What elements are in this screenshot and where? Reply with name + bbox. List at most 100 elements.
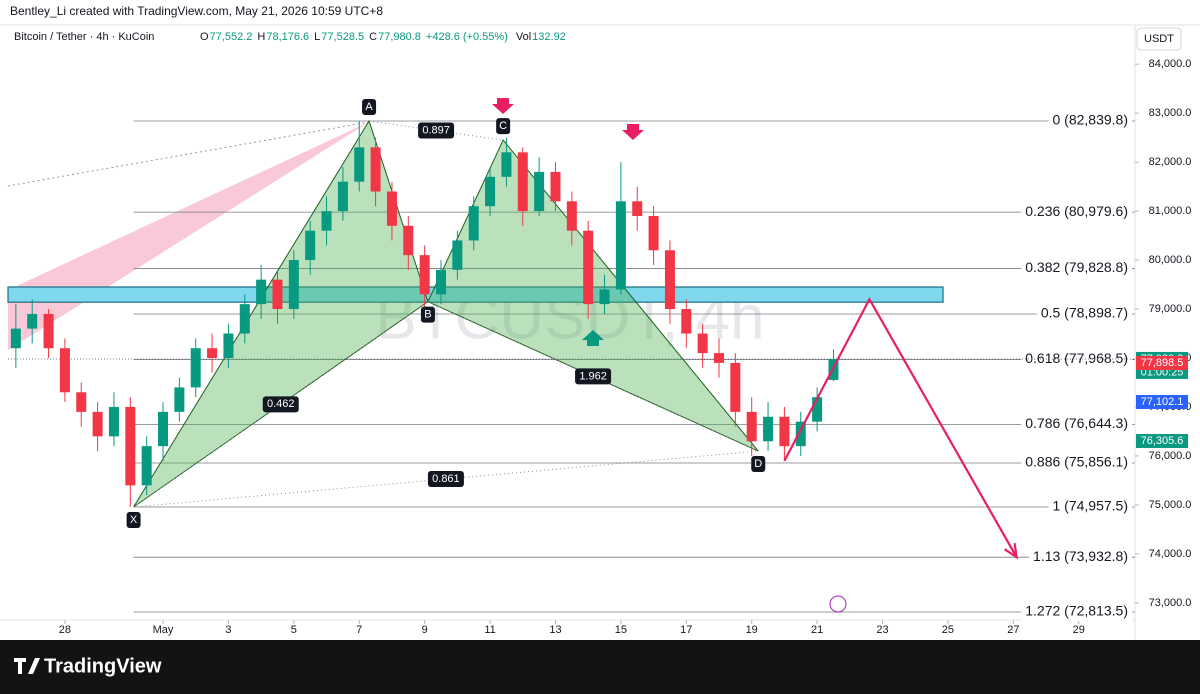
x-tick-label: 29 bbox=[1073, 624, 1085, 636]
ratio-box bbox=[262, 396, 299, 413]
candle-body bbox=[76, 392, 87, 412]
fib-label: 1.272 (72,813.5) bbox=[1025, 603, 1128, 619]
candle-body bbox=[337, 181, 348, 212]
candle-body bbox=[207, 348, 218, 359]
candle-body bbox=[746, 411, 757, 442]
fib-label: 0.886 (75,856.1) bbox=[1025, 454, 1128, 470]
x-tick-label: 23 bbox=[876, 624, 888, 636]
candle-body bbox=[730, 362, 741, 412]
arrow-up bbox=[582, 330, 604, 346]
candle-body bbox=[403, 225, 414, 256]
symbol: Bitcoin / Tether · 4h · KuCoin bbox=[14, 31, 154, 43]
y-tick-label: 80,000.0 bbox=[1149, 254, 1192, 266]
arrow-down bbox=[492, 98, 514, 114]
candle-body bbox=[125, 406, 136, 486]
candle-body bbox=[583, 230, 594, 305]
candle-body bbox=[664, 250, 675, 310]
ratio-label: 1.962 bbox=[579, 370, 607, 382]
fib-label: 0.618 (77,968.5) bbox=[1025, 350, 1128, 366]
price-badge-label: 76,305.6 bbox=[1141, 435, 1184, 447]
ohlc-value: 77,552.2 bbox=[210, 31, 253, 43]
trend-dotted bbox=[7, 121, 370, 187]
x-tick-label: 27 bbox=[1007, 624, 1019, 636]
ohlc-key: O bbox=[200, 31, 209, 43]
candle-body bbox=[10, 328, 21, 349]
candle-body bbox=[697, 333, 708, 354]
candle-body bbox=[386, 191, 397, 226]
candle-body bbox=[468, 206, 479, 241]
ratio-label: 0.861 bbox=[432, 473, 460, 485]
fib-label-bg bbox=[1036, 304, 1132, 323]
candle-body bbox=[615, 201, 626, 290]
point-label: X bbox=[130, 514, 138, 526]
fib-label-bg bbox=[1029, 548, 1132, 567]
candle-body bbox=[256, 279, 267, 305]
candle-body bbox=[223, 333, 234, 359]
fib-label: 0.5 (78,898.7) bbox=[1041, 305, 1128, 321]
candle-body bbox=[713, 353, 724, 363]
ratio-line bbox=[427, 301, 759, 452]
x-tick-label: 3 bbox=[225, 624, 231, 636]
point-label: B bbox=[424, 309, 431, 321]
fib-label: 0.236 (80,979.6) bbox=[1025, 203, 1128, 219]
fib-label: 0.786 (76,644.3) bbox=[1025, 415, 1128, 431]
logo-mark bbox=[14, 658, 40, 674]
ohlc-value: 78,176.6 bbox=[266, 31, 309, 43]
y-tick-label: 81,000.0 bbox=[1149, 205, 1192, 217]
y-tick-label: 76,000.0 bbox=[1149, 450, 1192, 462]
candle-body bbox=[763, 416, 774, 442]
point-box bbox=[362, 98, 377, 115]
candle-body bbox=[648, 215, 659, 251]
candle-body bbox=[779, 416, 790, 447]
x-tick-label: 28 bbox=[59, 624, 71, 636]
candle-body bbox=[354, 147, 365, 182]
candle-body bbox=[305, 230, 316, 261]
ohlc-value: 77,528.5 bbox=[321, 31, 364, 43]
price-badge-label: 77,898.5 bbox=[1141, 357, 1184, 369]
candle-body bbox=[599, 289, 610, 305]
fib-label-bg bbox=[1048, 497, 1132, 516]
candle-body bbox=[108, 406, 119, 437]
candle-body bbox=[321, 211, 332, 231]
y-tick-label: 73,000.0 bbox=[1149, 597, 1192, 609]
candle-body bbox=[517, 152, 528, 212]
point-box bbox=[126, 511, 141, 528]
fib-label-bg bbox=[1021, 203, 1132, 222]
x-tick-label: 7 bbox=[356, 624, 362, 636]
ohlc-header: O 77,552.2 H 78,176.6 L 77,528.5 C 77,980.8 +428… bbox=[200, 31, 566, 43]
candle-body bbox=[681, 309, 692, 334]
fib-label: 1 (74,957.5) bbox=[1053, 498, 1129, 514]
candle-body bbox=[632, 201, 643, 216]
projection-arrowhead bbox=[1003, 543, 1019, 560]
x-tick-label: 15 bbox=[615, 624, 627, 636]
candle-body bbox=[534, 171, 545, 212]
x-tick-label: 9 bbox=[422, 624, 428, 636]
currency-button[interactable] bbox=[1136, 27, 1182, 51]
currency[interactable]: USDT bbox=[1144, 33, 1174, 45]
fib-label: 0 (82,839.8) bbox=[1053, 112, 1129, 128]
footer-brand: TradingView bbox=[44, 655, 162, 677]
candle-body bbox=[272, 279, 283, 310]
candle-body bbox=[190, 348, 201, 388]
x-tick-label: 13 bbox=[549, 624, 561, 636]
fib-label-bg bbox=[1021, 415, 1132, 434]
fib-label-bg bbox=[1048, 111, 1132, 130]
candle-body bbox=[501, 152, 512, 177]
ohlc-key: C bbox=[369, 31, 377, 43]
fib-label-bg bbox=[1021, 259, 1132, 278]
candle-body bbox=[92, 411, 103, 437]
candle-body bbox=[288, 260, 299, 310]
point-label: C bbox=[499, 120, 507, 132]
candle-body bbox=[43, 313, 54, 349]
candle-body bbox=[436, 269, 447, 295]
event-icon[interactable] bbox=[829, 595, 847, 613]
candle-body bbox=[419, 255, 430, 295]
candle-body bbox=[452, 240, 463, 270]
point-label: D bbox=[754, 458, 762, 470]
projection bbox=[783, 296, 1018, 558]
x-tick-label: 21 bbox=[811, 624, 823, 636]
arrow-down bbox=[622, 124, 644, 140]
x-tick-label: 25 bbox=[942, 624, 954, 636]
